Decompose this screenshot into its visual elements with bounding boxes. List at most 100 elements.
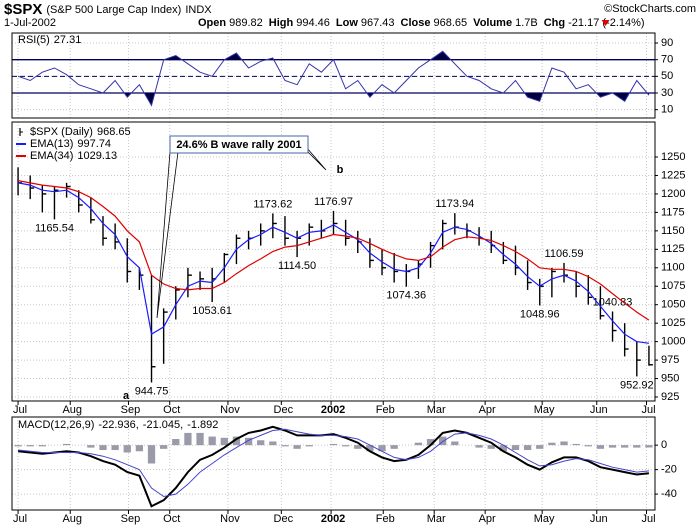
histogram-bar xyxy=(511,445,520,451)
x-tick-label: Dec xyxy=(274,404,294,416)
histogram-bar xyxy=(645,445,653,448)
x-tick-label: Jul xyxy=(641,404,655,416)
histogram-bar xyxy=(99,445,107,451)
annotation: 24.6% B wave rally 2001 xyxy=(176,139,301,151)
x-tick-label: Apr xyxy=(479,404,496,416)
overbought-fill xyxy=(163,51,451,60)
high-label: 1173.94 xyxy=(435,198,474,210)
histogram-bar xyxy=(378,445,386,452)
x-tick-label: Mar xyxy=(427,513,446,525)
low-label: 1114.50 xyxy=(278,260,316,272)
y-tick-label: 1025 xyxy=(661,317,685,329)
legend-name: RSI(5) xyxy=(18,34,50,46)
x-tick-label: 2002 xyxy=(321,404,345,416)
y-tick-label: 950 xyxy=(661,372,679,384)
histogram-bar xyxy=(439,436,447,446)
x-tick-label: Sep xyxy=(121,513,141,525)
description: (S&P 500 Large Cap Index) xyxy=(46,4,181,16)
histogram-bar xyxy=(596,445,605,449)
y-tick-label: 1100 xyxy=(661,262,685,274)
histogram-bar xyxy=(196,432,204,446)
legend-name: EMA(13) xyxy=(30,138,73,150)
rsi-line xyxy=(17,50,650,107)
date: 1-Jul-2002 xyxy=(4,17,56,29)
low-label: 952.92 xyxy=(620,379,654,391)
legend-value: 1029.13 xyxy=(77,150,117,162)
x-tick-label: Feb xyxy=(376,513,395,525)
panel-border xyxy=(11,32,656,119)
quote-label: Chg xyxy=(544,17,565,29)
histogram-bar xyxy=(220,437,228,446)
histogram-bar xyxy=(548,442,556,446)
histogram-bar xyxy=(499,445,507,452)
x-tick-label: May xyxy=(534,513,555,525)
header-title: $SPX (S&P 500 Large Cap Index) INDX xyxy=(4,1,212,18)
histogram-bar xyxy=(232,436,241,446)
ema-line xyxy=(17,182,649,344)
low-label: 944.75 xyxy=(135,385,169,397)
histogram-bar xyxy=(608,445,617,448)
legend-separator: , xyxy=(136,419,139,431)
legend-name: $SPX (Daily) xyxy=(30,126,93,138)
quote-value: 967.43 xyxy=(361,17,395,29)
histogram-bar xyxy=(62,443,71,446)
histogram-bar xyxy=(426,439,435,446)
histogram-bar xyxy=(414,442,423,446)
high-label: 1173.62 xyxy=(253,198,292,210)
quote-label: Close xyxy=(401,17,431,29)
legend-name: EMA(34) xyxy=(30,150,73,162)
high-label: 1106.59 xyxy=(545,248,584,260)
legend-value: -21.045 xyxy=(143,419,180,431)
quote-value: 1.7B xyxy=(515,17,538,29)
quote-label: Low xyxy=(336,17,358,29)
y-tick-label: 70 xyxy=(661,54,673,66)
histogram-bar xyxy=(281,445,289,447)
symbol: $SPX xyxy=(4,1,42,18)
legend-value: -22.936 xyxy=(98,419,135,431)
low-label: 1048.96 xyxy=(520,308,560,320)
x-tick-label: Aug xyxy=(62,404,82,416)
histogram-bar xyxy=(111,445,119,451)
y-tick-label: -20 xyxy=(661,464,677,476)
callout-box xyxy=(169,135,309,154)
quote-value: 994.46 xyxy=(296,17,330,29)
y-tick-label: 1175 xyxy=(661,206,685,218)
y-tick-label: 1050 xyxy=(661,299,685,311)
low-label: 1053.61 xyxy=(192,305,232,317)
histogram-bar xyxy=(14,445,22,447)
histogram-bar xyxy=(341,445,350,447)
quote-label: High xyxy=(269,17,294,29)
y-tick-label: -40 xyxy=(661,488,677,500)
histogram-bar xyxy=(135,445,144,452)
quote-value: 989.82 xyxy=(229,17,263,29)
macd-line xyxy=(18,425,650,508)
copyright: ©StockCharts.com xyxy=(604,3,696,15)
x-tick-label: Sep xyxy=(121,404,141,416)
annotation: b xyxy=(337,164,344,176)
histogram-bar xyxy=(621,445,629,448)
high-label: 1040.83 xyxy=(593,296,633,308)
legend-separator: , xyxy=(180,419,183,431)
histogram-bar xyxy=(184,432,192,446)
x-tick-label: Oct xyxy=(163,404,180,416)
histogram-bar xyxy=(633,445,641,448)
histogram-bar xyxy=(172,439,180,446)
x-tick-label: Dec xyxy=(274,513,294,525)
panel-border xyxy=(11,416,656,511)
x-tick-label: Nov xyxy=(220,513,240,525)
panel xyxy=(12,33,655,118)
histogram-bar xyxy=(475,445,483,448)
legend: $SPX (Daily) 968.65 xyxy=(30,126,131,138)
legend: MACD(12,26,9) -22.936, -21.045, -1.892 xyxy=(18,419,218,431)
x-tick-label: 2002 xyxy=(321,513,345,525)
histogram-bar xyxy=(257,440,265,446)
histogram-bar xyxy=(38,445,46,447)
histogram-bar xyxy=(293,445,301,449)
change-arrow xyxy=(601,20,610,26)
y-tick-label: 925 xyxy=(661,391,679,403)
callout-line xyxy=(299,139,327,171)
histogram-bar xyxy=(560,441,568,446)
y-tick-label: 1225 xyxy=(661,169,685,181)
x-tick-label: Apr xyxy=(479,513,496,525)
